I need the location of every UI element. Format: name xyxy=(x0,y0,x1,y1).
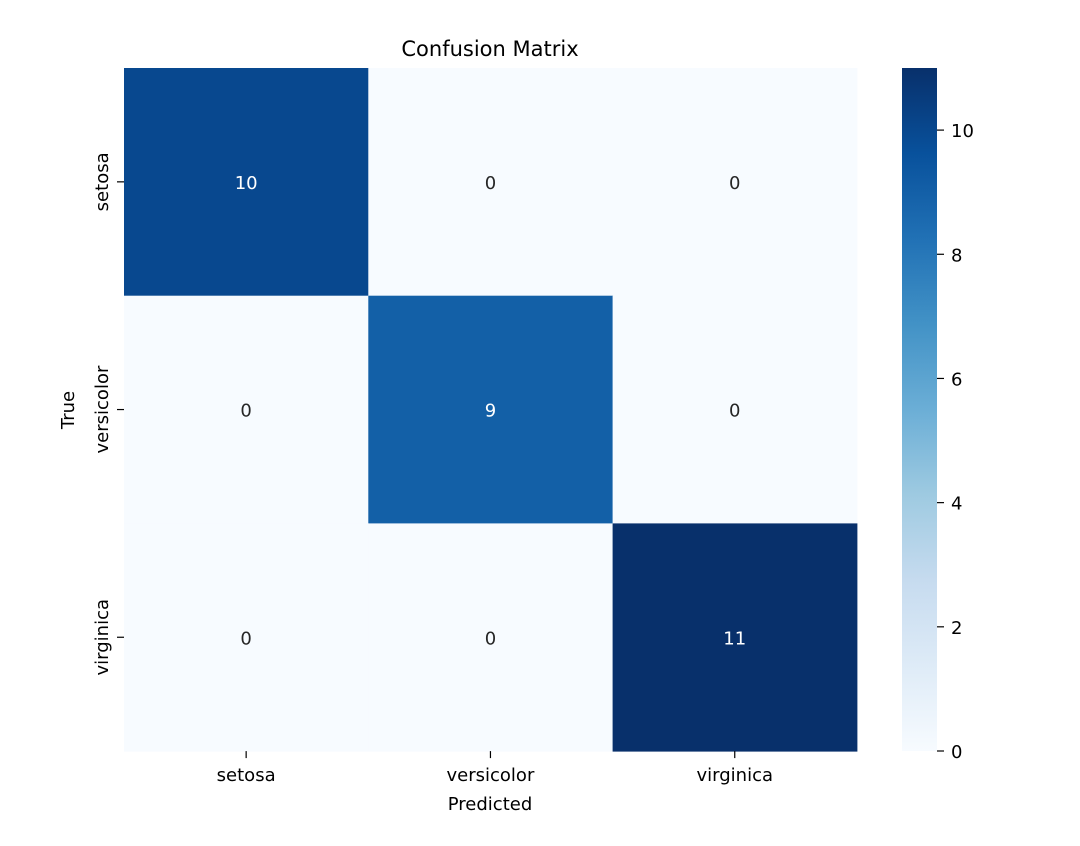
heatmap-cell xyxy=(124,523,369,752)
y-tick-label: setosa xyxy=(92,152,113,211)
x-axis: setosa versicolor virginica xyxy=(217,751,773,786)
x-axis-label: Predicted xyxy=(448,794,533,815)
heatmap-cell xyxy=(368,295,614,524)
cell-value-label: 0 xyxy=(729,173,740,194)
colorbar-tick-label: 0 xyxy=(951,742,962,763)
colorbar-tick-label: 6 xyxy=(951,369,962,390)
y-axis-label: True xyxy=(58,391,79,430)
colorbar-tick-label: 2 xyxy=(951,618,962,639)
cell-value-label: 0 xyxy=(485,628,496,649)
cell-value-label: 11 xyxy=(723,628,746,649)
heatmap-cell xyxy=(368,523,614,752)
colorbar-tick-label: 10 xyxy=(951,121,974,142)
cell-annotations: 10 0 0 0 9 0 0 0 11 xyxy=(235,173,747,649)
colorbar-tick-label: 4 xyxy=(951,494,962,515)
y-axis: setosa versicolor virginica xyxy=(92,152,124,676)
heatmap-cell xyxy=(124,295,369,524)
x-tick-label: virginica xyxy=(697,765,774,786)
cell-value-label: 0 xyxy=(485,173,496,194)
cell-value-label: 0 xyxy=(240,628,251,649)
y-tick-label: versicolor xyxy=(92,365,113,453)
cell-value-label: 9 xyxy=(485,401,496,422)
heatmap-cell xyxy=(612,295,858,524)
heatmap-cells xyxy=(124,68,858,752)
heatmap-cell xyxy=(612,68,858,297)
colorbar-axis: 0 2 4 6 8 10 xyxy=(937,121,974,763)
y-tick-label: virginica xyxy=(92,599,113,676)
chart-title: Confusion Matrix xyxy=(401,37,578,61)
cell-value-label: 0 xyxy=(729,401,740,422)
x-tick-label: setosa xyxy=(217,765,276,786)
cell-value-label: 10 xyxy=(235,173,258,194)
cell-value-label: 0 xyxy=(240,401,251,422)
heatmap-cell xyxy=(124,68,369,297)
heatmap-cell xyxy=(368,68,614,297)
x-tick-label: versicolor xyxy=(447,765,535,786)
heatmap-cell xyxy=(612,523,858,752)
colorbar xyxy=(902,68,937,751)
colorbar-tick-label: 8 xyxy=(951,245,962,266)
